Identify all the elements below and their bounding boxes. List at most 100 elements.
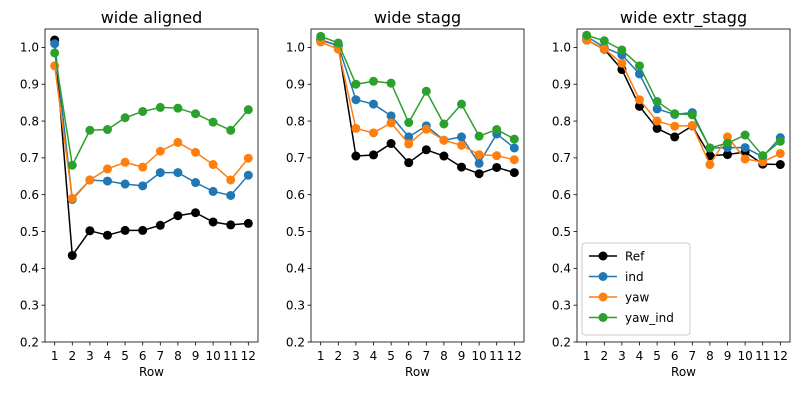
x-tick-label: 10 [737, 349, 752, 363]
x-tick-label: 6 [671, 349, 679, 363]
data-point-Ref [155, 220, 165, 230]
y-tick-label: 0.2 [552, 335, 571, 349]
data-point-ind [138, 181, 148, 191]
x-tick-label: 12 [507, 349, 522, 363]
data-point-yaw_ind [758, 151, 768, 161]
data-point-ind [50, 39, 60, 49]
y-tick-label: 0.7 [286, 151, 305, 165]
data-point-yaw [173, 137, 183, 147]
legend-marker-ind [598, 272, 608, 281]
data-point-Ref [226, 220, 236, 230]
data-point-yaw_ind [705, 143, 715, 153]
data-point-Ref [652, 123, 662, 133]
data-point-yaw_ind [386, 78, 396, 88]
legend-marker-Ref [598, 251, 608, 261]
data-point-yaw_ind [775, 136, 785, 146]
data-point-ind [173, 168, 183, 178]
data-point-yaw [67, 193, 77, 203]
data-point-Ref [85, 226, 95, 236]
data-point-yaw_ind [652, 97, 662, 107]
data-point-Ref [509, 168, 519, 178]
x-tick-label: 12 [241, 349, 256, 363]
x-axis-label: Row [405, 365, 430, 379]
data-point-yaw_ind [243, 105, 253, 115]
x-tick-label: 1 [583, 349, 591, 363]
data-point-ind [509, 143, 519, 153]
x-tick-label: 11 [223, 349, 238, 363]
data-point-Ref [439, 151, 449, 161]
series-line-ind [320, 39, 515, 165]
data-point-yaw [740, 154, 750, 164]
data-point-yaw_ind [582, 30, 592, 40]
data-point-yaw_ind [439, 119, 449, 129]
x-axis-label: Row [671, 365, 696, 379]
data-point-yaw [758, 157, 768, 167]
data-point-yaw [421, 124, 431, 134]
data-point-yaw [705, 160, 715, 170]
x-tick-label: 10 [205, 349, 220, 363]
data-point-yaw_ind [617, 45, 627, 55]
data-point-yaw_ind [474, 131, 484, 141]
x-tick-label: 7 [156, 349, 164, 363]
x-tick-label: 8 [440, 349, 448, 363]
x-tick-label: 3 [618, 349, 626, 363]
y-tick-label: 0.8 [286, 114, 305, 128]
data-point-Ref [723, 150, 733, 160]
y-tick-label: 1.0 [20, 41, 39, 55]
data-point-ind [368, 99, 378, 109]
x-axis-label: Row [139, 365, 164, 379]
y-tick-label: 0.3 [20, 298, 39, 312]
data-point-Ref [386, 139, 396, 149]
data-point-yaw_ind [404, 118, 414, 128]
data-point-Ref [208, 217, 218, 227]
data-point-ind [120, 179, 130, 189]
x-tick-label: 4 [636, 349, 644, 363]
data-point-Ref [474, 169, 484, 179]
legend: Ref ind yaw yaw_ind [581, 242, 691, 336]
data-point-ind [102, 176, 112, 186]
data-point-yaw_ind [50, 48, 60, 58]
data-point-yaw_ind [599, 36, 609, 46]
axes-frame [310, 28, 525, 343]
data-point-Ref [351, 151, 361, 161]
data-point-yaw_ind [102, 125, 112, 135]
x-tick-label: 3 [86, 349, 94, 363]
data-point-yaw_ind [457, 99, 467, 109]
y-tick-label: 0.5 [20, 225, 39, 239]
y-tick-label: 0.9 [286, 78, 305, 92]
data-point-yaw_ind [351, 79, 361, 89]
x-tick-label: 4 [104, 349, 112, 363]
y-tick-label: 0.9 [20, 78, 39, 92]
subplot-title: wide stagg [374, 8, 461, 27]
data-point-yaw_ind [421, 86, 431, 96]
x-tick-label: 10 [471, 349, 486, 363]
x-tick-label: 6 [405, 349, 413, 363]
x-tick-label: 7 [422, 349, 430, 363]
data-point-yaw_ind [723, 138, 733, 148]
y-tick-label: 0.9 [552, 78, 571, 92]
x-tick-label: 2 [68, 349, 76, 363]
data-point-yaw [386, 118, 396, 128]
data-point-yaw [102, 164, 112, 174]
series-line-Ref [53, 39, 249, 257]
y-tick-label: 0.3 [552, 298, 571, 312]
data-point-yaw [351, 123, 361, 133]
data-point-Ref [421, 145, 431, 155]
y-tick-label: 0.4 [20, 262, 39, 276]
subplot-1: wide aligned 0.2 0.3 0.4 0.5 0.6 0.7 0.8 0.9 1.0 1… [20, 8, 259, 379]
data-point-yaw [439, 135, 449, 145]
x-tick-label: 9 [192, 349, 200, 363]
data-point-Ref [138, 225, 148, 235]
y-tick-label: 0.8 [20, 114, 39, 128]
data-point-Ref [67, 250, 77, 260]
x-tick-label: 2 [334, 349, 342, 363]
data-point-yaw_ind [509, 134, 519, 144]
legend-label-yaw_ind: yaw_ind [625, 311, 674, 325]
data-point-Ref [191, 208, 201, 218]
data-point-ind [404, 132, 414, 142]
data-point-Ref [102, 230, 112, 240]
data-point-yaw [474, 150, 484, 160]
series-line-ind [53, 43, 249, 201]
data-point-ind [474, 158, 484, 168]
